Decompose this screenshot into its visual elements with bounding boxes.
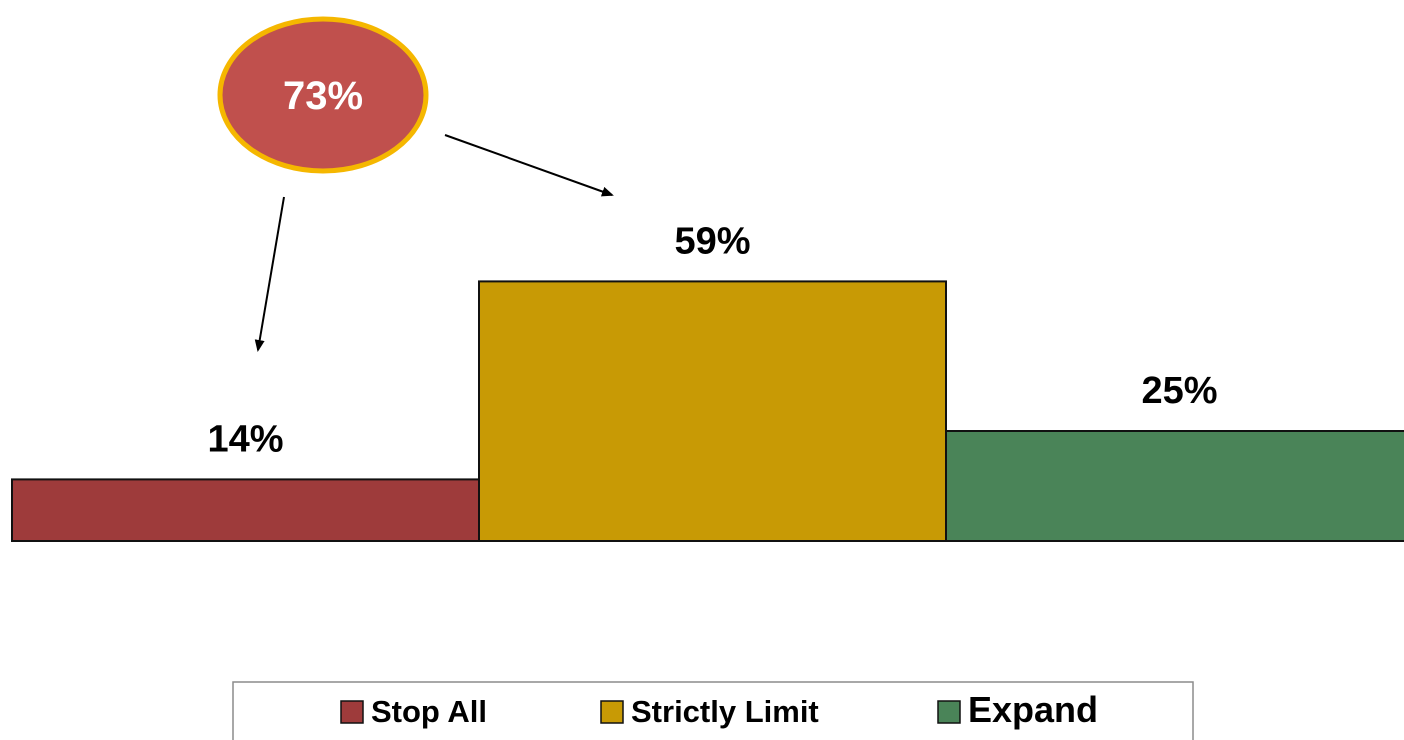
legend-label-stop-all: Stop All — [371, 694, 487, 729]
annotation-arrow-strictly-limit — [444, 134, 614, 197]
bars — [11, 280, 1404, 542]
annotation-bubble — [217, 16, 429, 174]
legend-label-strictly-limit: Strictly Limit — [631, 694, 819, 729]
legend-swatch-strictly-limit — [600, 700, 624, 724]
legend-swatch-stop-all — [340, 700, 364, 724]
annotation-arrow-stop-all — [254, 196, 285, 352]
data-labels: 14% 59% 25% — [207, 220, 1217, 460]
annotation-label: 73% — [283, 74, 363, 118]
legend: Stop All Strictly Limit Expand — [232, 681, 1194, 740]
bar-expand — [945, 430, 1404, 542]
legend-label-expand: Expand — [968, 689, 1098, 730]
legend-box — [232, 681, 1194, 740]
legend-swatch-expand — [937, 700, 961, 724]
bar-strictly-limit — [478, 280, 947, 542]
data-label-strictly-limit: 59% — [674, 220, 750, 262]
legend-items: Stop All Strictly Limit Expand — [340, 689, 1098, 730]
annotation: 73% — [217, 16, 614, 352]
bar-stop-all — [11, 478, 480, 542]
data-label-expand: 25% — [1141, 370, 1217, 412]
data-label-stop-all: 14% — [207, 418, 283, 460]
